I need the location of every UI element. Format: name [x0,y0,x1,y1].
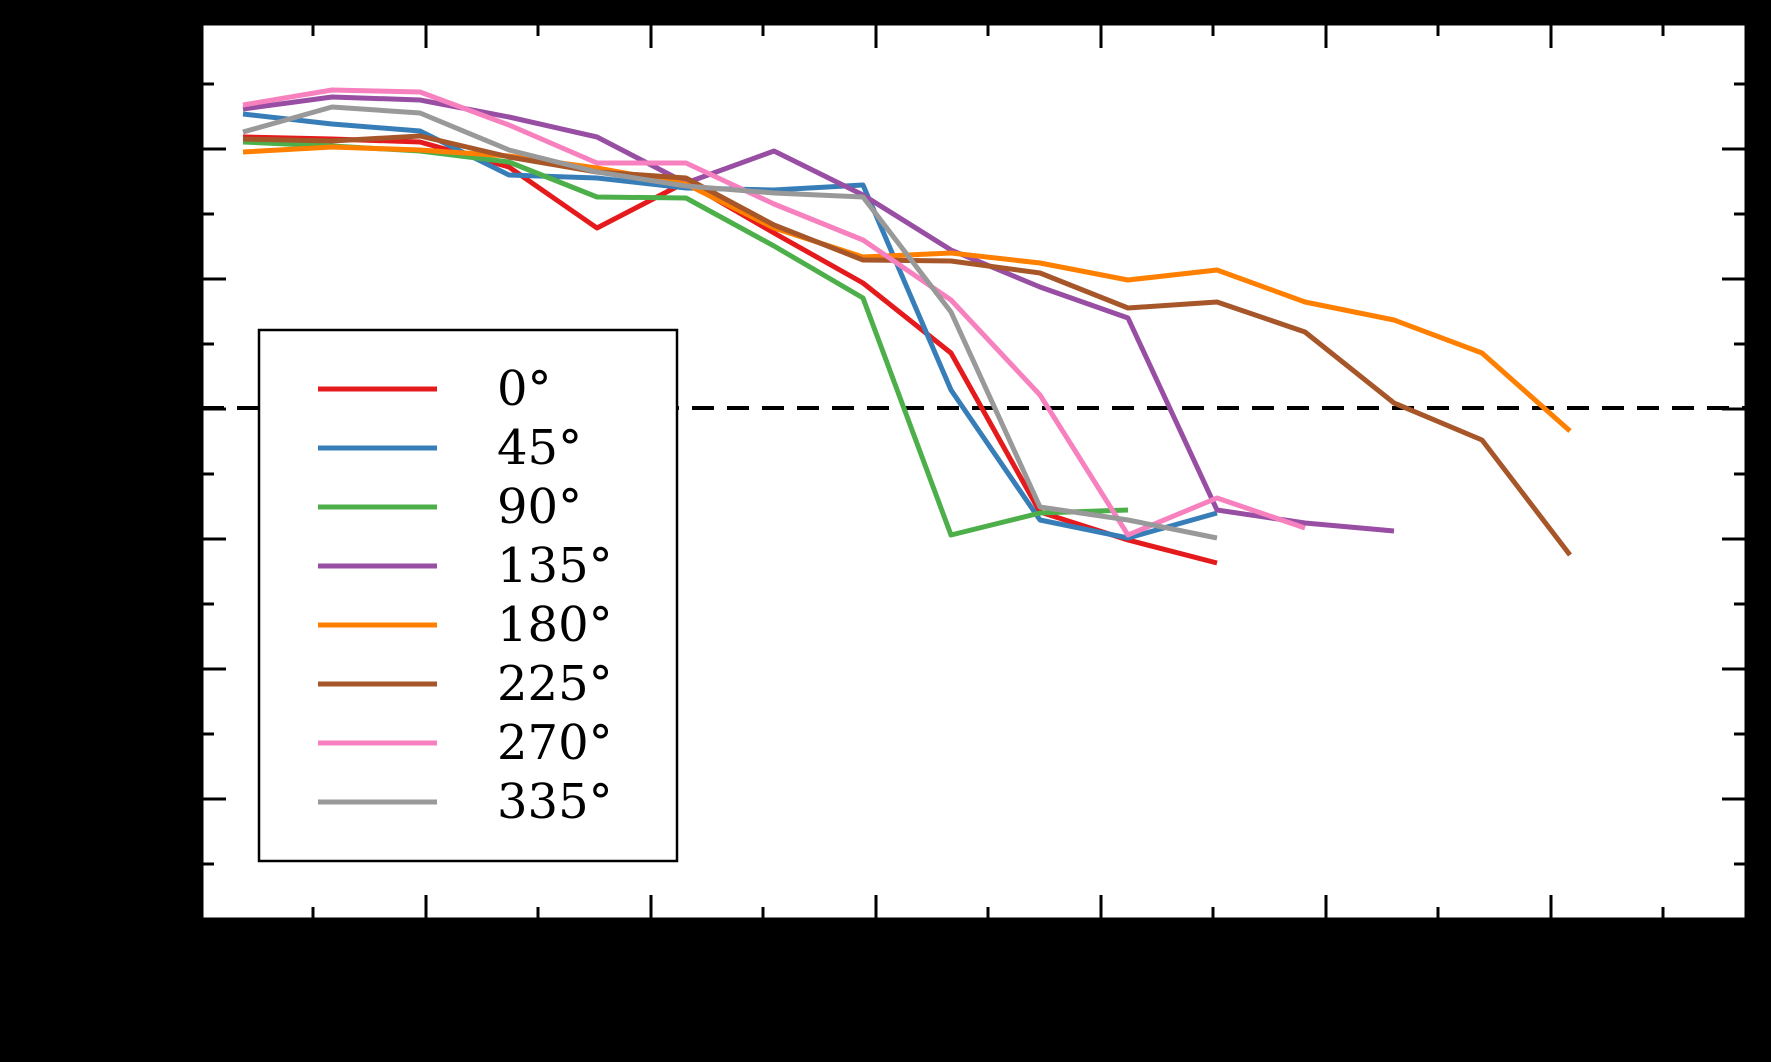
legend-label-90deg: 90° [497,479,582,535]
legend-label-0deg: 0° [497,361,552,417]
series-line-225deg [242,133,1572,557]
series-line-135deg [242,94,1395,534]
series-line-270deg [242,87,1306,538]
plot-frame [200,22,1748,921]
legend-label-180deg: 180° [497,597,613,653]
legend-label-135deg: 135° [497,538,613,594]
legend-label-45deg: 45° [497,420,582,476]
legend-label-335deg: 335° [497,774,613,830]
legend-label-270deg: 270° [497,715,613,771]
legend-box [257,328,679,863]
series-line-335deg [242,104,1218,541]
legend-label-225deg: 225° [497,656,613,712]
